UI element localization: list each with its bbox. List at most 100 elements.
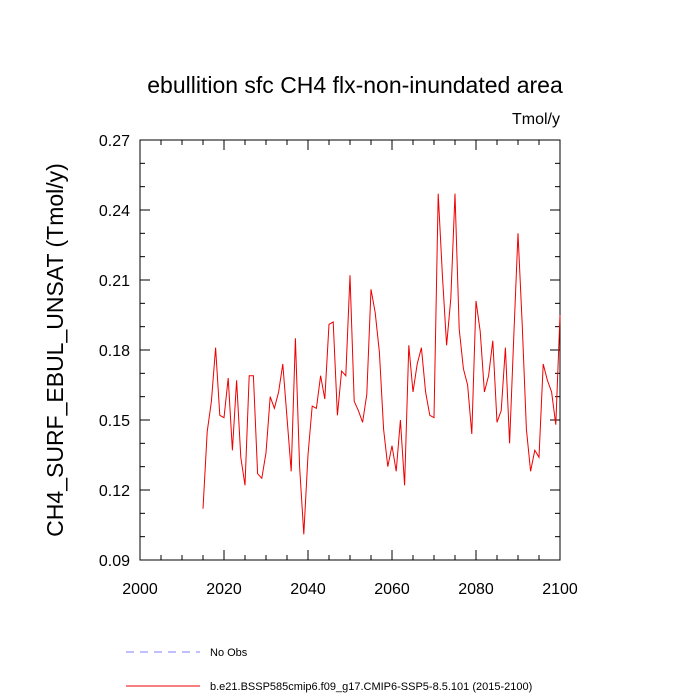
axis-ticks <box>139 139 561 561</box>
data-point <box>441 274 443 276</box>
data-point <box>374 312 376 314</box>
y-tick-label: 0.27 <box>99 133 130 150</box>
data-point <box>206 431 208 433</box>
data-point <box>483 391 485 393</box>
data-point <box>458 328 460 330</box>
data-point <box>332 321 334 323</box>
data-point <box>328 323 330 325</box>
data-point <box>235 379 237 381</box>
data-point <box>521 323 523 325</box>
data-point <box>307 454 309 456</box>
data-point <box>324 398 326 400</box>
data-point <box>298 466 300 468</box>
data-point <box>492 340 494 342</box>
data-point <box>256 473 258 475</box>
data-point <box>429 414 431 416</box>
y-axis-label: CH4_SURF_EBUL_UNSAT (Tmol/y) <box>42 163 68 537</box>
data-point <box>479 330 481 332</box>
x-tick-label: 2100 <box>542 581 578 598</box>
y-tick-label: 0.15 <box>99 413 130 430</box>
data-point <box>546 379 548 381</box>
data-point <box>475 300 477 302</box>
data-point <box>517 232 519 234</box>
data-point <box>395 470 397 472</box>
x-tick-label: 2020 <box>206 581 242 598</box>
data-point <box>336 414 338 416</box>
data-point <box>227 377 229 379</box>
data-point <box>445 344 447 346</box>
data-point <box>508 442 510 444</box>
data-point <box>261 477 263 479</box>
data-point <box>487 375 489 377</box>
data-point <box>353 400 355 402</box>
data-point <box>231 449 233 451</box>
data-point <box>555 424 557 426</box>
data-point <box>349 274 351 276</box>
data-point <box>534 449 536 451</box>
data-point <box>240 456 242 458</box>
data-point <box>248 375 250 377</box>
data-point <box>382 428 384 430</box>
data-point <box>277 391 279 393</box>
data-point <box>391 445 393 447</box>
data-point <box>282 363 284 365</box>
series-points <box>202 193 561 536</box>
data-point <box>286 417 288 419</box>
x-tick-labels: 2000 2020 2040 2060 2080 2100 <box>122 581 578 598</box>
data-point <box>294 337 296 339</box>
data-point <box>223 417 225 419</box>
data-point <box>437 193 439 195</box>
data-point <box>529 470 531 472</box>
data-point <box>366 393 368 395</box>
data-point <box>202 508 204 510</box>
data-point <box>319 375 321 377</box>
data-point <box>219 414 221 416</box>
data-point <box>412 391 414 393</box>
data-point <box>315 407 317 409</box>
data-point <box>340 370 342 372</box>
data-point <box>311 405 313 407</box>
data-point <box>370 288 372 290</box>
data-point <box>378 351 380 353</box>
data-point <box>420 347 422 349</box>
legend-label-series: b.e21.BSSP585cmip6.f09_g17.CMIP6-SSP5-8.… <box>210 681 532 693</box>
y-tick-label: 0.24 <box>99 203 130 220</box>
data-point <box>542 363 544 365</box>
data-point <box>214 347 216 349</box>
data-point <box>252 375 254 377</box>
data-point <box>471 433 473 435</box>
legend: No Obs b.e21.BSSP585cmip6.f09_g17.CMIP6-… <box>126 647 532 693</box>
data-point <box>504 347 506 349</box>
data-point <box>450 298 452 300</box>
data-point <box>387 466 389 468</box>
x-tick-label: 2000 <box>122 581 158 598</box>
data-point <box>269 396 271 398</box>
y-tick-label: 0.21 <box>99 273 130 290</box>
data-point <box>399 419 401 421</box>
data-point <box>424 391 426 393</box>
data-point <box>357 410 359 412</box>
data-point <box>416 363 418 365</box>
units-label: Tmol/y <box>512 111 560 128</box>
data-point <box>265 452 267 454</box>
data-point <box>403 484 405 486</box>
data-point <box>303 533 305 535</box>
data-point <box>525 428 527 430</box>
x-tick-label: 2060 <box>374 581 410 598</box>
data-point <box>513 335 515 337</box>
data-point <box>500 410 502 412</box>
y-tick-label: 0.09 <box>99 553 130 570</box>
data-point <box>290 470 292 472</box>
data-point <box>210 400 212 402</box>
data-point <box>454 193 456 195</box>
x-tick-label: 2080 <box>458 581 494 598</box>
y-tick-labels: 0.09 0.12 0.15 0.18 0.21 0.24 0.27 <box>99 133 130 570</box>
x-tick-label: 2040 <box>290 581 326 598</box>
data-point <box>433 417 435 419</box>
plot-frame <box>139 139 561 561</box>
data-point <box>345 375 347 377</box>
data-point <box>550 391 552 393</box>
data-point <box>496 421 498 423</box>
data-point <box>361 421 363 423</box>
legend-label-no-obs: No Obs <box>210 647 248 659</box>
